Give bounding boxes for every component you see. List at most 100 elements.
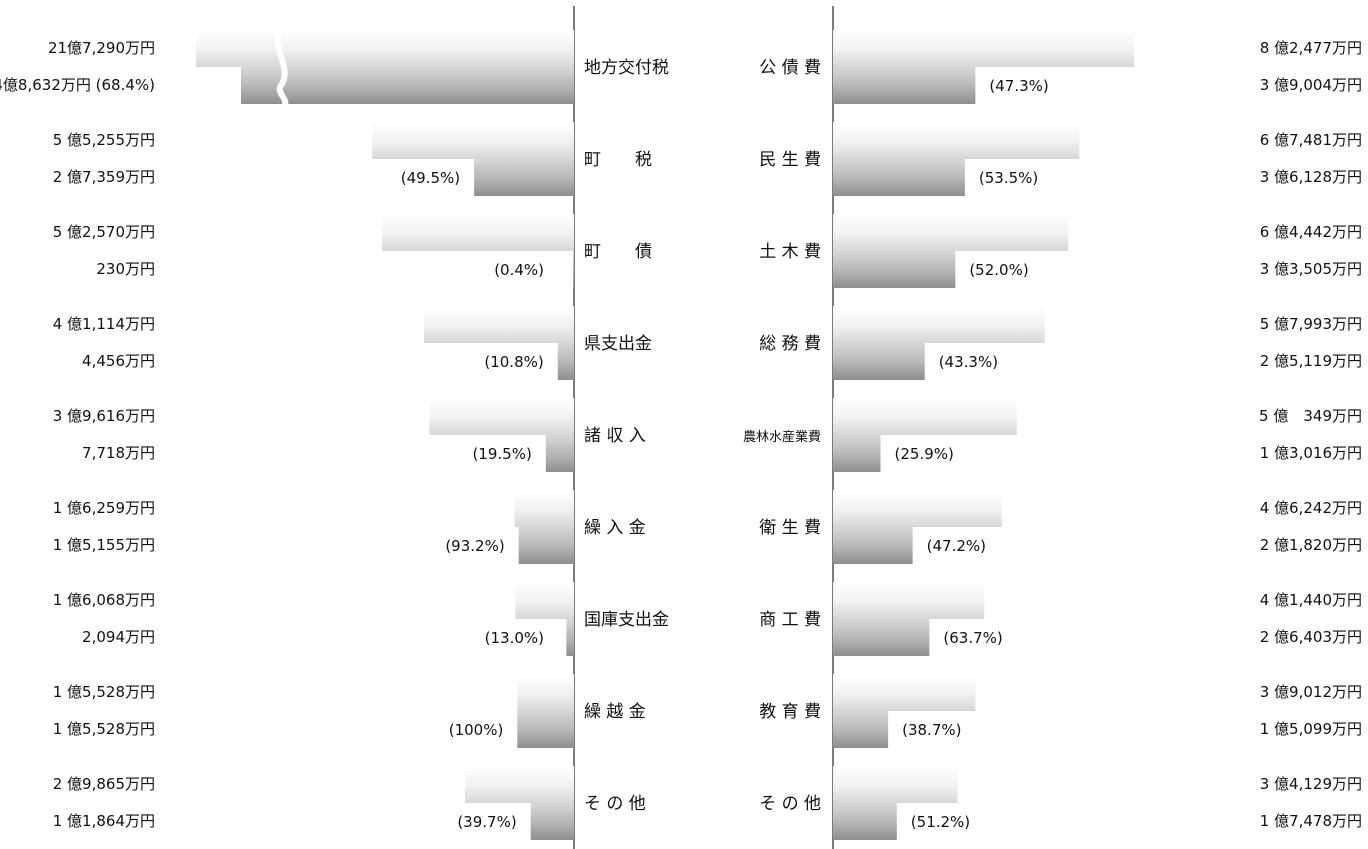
budget-bar-left <box>464 766 574 803</box>
percent-label: (53.5%) <box>979 169 1038 187</box>
category-label-left: 国庫支出金 <box>584 610 669 630</box>
budget-bar-left <box>372 122 574 159</box>
category-label-right: 総 務 費 <box>759 334 821 354</box>
actual-bar-right <box>833 159 965 196</box>
category-label-left: 町 税 <box>584 150 652 170</box>
budget-value-label: 21億7,290万円 <box>48 39 155 57</box>
actual-value-label: 1 億5,528万円 <box>53 720 155 738</box>
actual-bar-right <box>833 803 897 840</box>
budget-bar-left <box>429 398 574 435</box>
percent-label: (43.3%) <box>939 353 998 371</box>
actual-bar-left <box>518 527 574 564</box>
budget-value-label: 3 億9,012万円 <box>1260 683 1362 701</box>
actual-value-label: 1 億1,864万円 <box>53 812 155 830</box>
actual-bar-left <box>530 803 574 840</box>
budget-bar-right <box>833 122 1080 159</box>
percent-label: (25.9%) <box>895 445 954 463</box>
actual-value-label: 1 億5,155万円 <box>53 536 155 554</box>
actual-bar-right <box>833 251 956 288</box>
budget-value-label: 1 億6,068万円 <box>53 591 155 609</box>
category-label-left: 諸 収 入 <box>584 426 646 446</box>
category-label-right: そ の 他 <box>759 794 821 814</box>
actual-bar-right <box>833 67 976 104</box>
budget-value-label: 3 億9,616万円 <box>53 407 155 425</box>
percent-label: (52.0%) <box>969 261 1028 279</box>
category-label-left: 繰 越 金 <box>584 702 646 722</box>
actual-value-label: 2 億7,359万円 <box>53 168 155 186</box>
percent-label: (10.8%) <box>484 353 543 371</box>
budget-value-label: 4 億6,242万円 <box>1260 499 1362 517</box>
budget-bar-right <box>833 582 985 619</box>
budget-bar-right <box>833 674 976 711</box>
percent-label: (51.2%) <box>911 813 970 831</box>
percent-label: (49.5%) <box>401 169 460 187</box>
budget-bar-right <box>833 214 1069 251</box>
category-label-right: 公 債 費 <box>759 58 821 78</box>
budget-value-label: 4 億1,114万円 <box>53 315 155 333</box>
percent-label: (19.5%) <box>472 445 531 463</box>
actual-value-label: 4,456万円 <box>82 352 155 370</box>
category-label-left: 町 債 <box>584 242 652 262</box>
budget-bar-left <box>196 30 574 67</box>
budget-value-label: 5 億5,255万円 <box>53 131 155 149</box>
actual-value-label: 1 億3,016万円 <box>1260 444 1362 462</box>
actual-bar-left <box>566 619 574 656</box>
budget-bar-left <box>423 306 574 343</box>
category-label-right: 民 生 費 <box>759 150 821 170</box>
budget-value-label: 6 億7,481万円 <box>1260 131 1362 149</box>
percent-label: (63.7%) <box>943 629 1002 647</box>
actual-value-label: 1 億7,478万円 <box>1260 812 1362 830</box>
budget-value-label: 5 億7,993万円 <box>1260 315 1362 333</box>
actual-bar-left <box>573 251 574 288</box>
category-label-right: 衛 生 費 <box>759 518 821 538</box>
category-label-right: 土 木 費 <box>759 242 821 262</box>
budget-bar-right <box>833 30 1135 67</box>
actual-value-label: 2,094万円 <box>82 628 155 646</box>
percent-label: (39.7%) <box>457 813 516 831</box>
budget-bar-right <box>833 490 1002 527</box>
budget-value-label: 5 億2,570万円 <box>53 223 155 241</box>
category-label-left: そ の 他 <box>584 794 646 814</box>
percent-label: (100%) <box>449 721 504 739</box>
category-label-right: 商 工 費 <box>759 610 821 630</box>
budget-bar-left <box>515 582 574 619</box>
budget-value-label: 8 億2,477万円 <box>1260 39 1362 57</box>
actual-bar-left <box>517 711 574 748</box>
actual-bar-left <box>557 343 574 380</box>
actual-value-label: 1 億5,099万円 <box>1260 720 1362 738</box>
actual-value-label: 2 億1,820万円 <box>1260 536 1362 554</box>
percent-label: (13.0%) <box>485 629 544 647</box>
budget-bar-left <box>517 674 574 711</box>
budget-value-label: 1 億6,259万円 <box>53 499 155 517</box>
budget-value-label: 1 億5,528万円 <box>53 683 155 701</box>
actual-value-label: 2 億6,403万円 <box>1260 628 1362 646</box>
budget-value-label: 5 億 349万円 <box>1259 407 1362 425</box>
actual-value-label: 230万円 <box>96 260 155 278</box>
budget-bar-left <box>382 214 574 251</box>
actual-value-label: 3 億9,004万円 <box>1260 76 1362 94</box>
axis-break-mark <box>274 26 289 109</box>
category-label-right: 農林水産業費 <box>743 429 821 445</box>
actual-bar-right <box>833 435 881 472</box>
category-label-left: 県支出金 <box>584 334 652 354</box>
percent-label: (93.2%) <box>445 537 504 555</box>
actual-bar-right <box>833 711 889 748</box>
percent-label: (38.7%) <box>902 721 961 739</box>
actual-value-label: 14億8,632万円 (68.4%) <box>0 76 155 94</box>
actual-value-label: 7,718万円 <box>82 444 155 462</box>
actual-bar-right <box>833 527 913 564</box>
budget-bar-right <box>833 306 1045 343</box>
budget-bar-right <box>833 398 1017 435</box>
actual-value-label: 2 億5,119万円 <box>1260 352 1362 370</box>
budget-bar-right <box>833 766 958 803</box>
budget-value-label: 3 億4,129万円 <box>1260 775 1362 793</box>
actual-bar-right <box>833 343 925 380</box>
budget-value-label: 2 億9,865万円 <box>53 775 155 793</box>
percent-label: (0.4%) <box>494 261 544 279</box>
category-label-left: 地方交付税 <box>584 58 669 78</box>
actual-value-label: 3 億6,128万円 <box>1260 168 1362 186</box>
budget-value-label: 6 億4,442万円 <box>1260 223 1362 241</box>
actual-value-label: 3 億3,505万円 <box>1260 260 1362 278</box>
category-label-right: 教 育 費 <box>759 702 821 722</box>
